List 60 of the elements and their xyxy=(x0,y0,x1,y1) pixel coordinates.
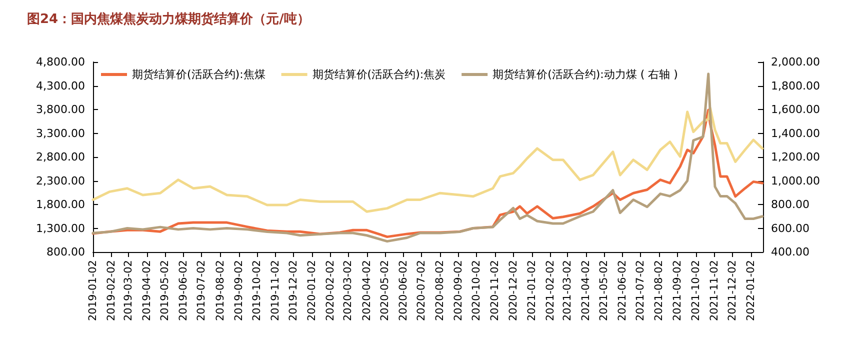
y-tick-label: 1,800.00 xyxy=(36,198,85,211)
x-tick-label: 2019-11-02 xyxy=(270,260,282,322)
y2-tick-label: 1,200.00 xyxy=(771,150,820,164)
legend-label: 期货结算价(活跃合约):焦煤 xyxy=(132,68,266,81)
x-tick-label: 2020-10-02 xyxy=(470,260,483,322)
chart-title: 图24：国内焦煤焦炭动力煤期货结算价（元/吨） xyxy=(27,11,310,27)
x-tick-label: 2020-11-02 xyxy=(489,260,502,322)
x-tick-label: 2019-12-02 xyxy=(288,260,300,322)
x-tick-label: 2019-07-02 xyxy=(196,260,208,322)
y2-tick-label: 1,800.00 xyxy=(771,79,820,92)
y2-tick-label: 1,400.00 xyxy=(771,126,820,140)
y-tick-label: 3,800.00 xyxy=(36,103,85,116)
x-tick-label: 2021-11-02 xyxy=(708,260,720,322)
x-tick-label: 2019-01-02 xyxy=(87,260,99,322)
x-tick-label: 2019-06-02 xyxy=(178,260,190,322)
x-tick-label: 2019-09-02 xyxy=(232,260,245,322)
x-tick-label: 2021-04-02 xyxy=(580,260,592,322)
x-tick-label: 2022-01-02 xyxy=(744,260,757,322)
x-tick-label: 2021-08-02 xyxy=(653,260,666,322)
x-tick-label: 2020-12-02 xyxy=(507,260,520,322)
x-tick-label: 2021-01-02 xyxy=(526,260,538,322)
y2-tick-label: 1,000.00 xyxy=(771,174,820,188)
x-tick-label: 2020-03-02 xyxy=(342,260,354,322)
y-tick-label: 3,300.00 xyxy=(36,126,85,140)
x-tick-label: 2021-03-02 xyxy=(561,260,574,322)
x-tick-label: 2019-04-02 xyxy=(141,260,154,322)
x-tick-label: 2019-02-02 xyxy=(106,260,118,322)
x-tick-label: 2020-02-02 xyxy=(324,260,337,322)
y2-tick-label: 800.00 xyxy=(771,198,810,211)
x-tick-label: 2021-10-02 xyxy=(690,260,702,322)
x-tick-label: 2020-06-02 xyxy=(397,260,410,322)
x-tick-label: 2021-07-02 xyxy=(634,260,647,322)
legend-label: 期货结算价(活跃合约):动力煤 ( 右轴 ) xyxy=(492,68,678,81)
y2-tick-label: 2,000.00 xyxy=(771,56,820,68)
legend-label: 期货结算价(活跃合约):焦炭 xyxy=(312,68,446,81)
x-tick-label: 2019-03-02 xyxy=(122,260,134,322)
x-tick-label: 2020-07-02 xyxy=(415,260,428,322)
x-tick-label: 2019-05-02 xyxy=(159,260,172,322)
x-tick-label: 2019-10-02 xyxy=(250,260,263,322)
x-tick-label: 2021-02-02 xyxy=(544,260,556,322)
x-tick-label: 2020-04-02 xyxy=(360,260,373,322)
x-tick-label: 2020-09-02 xyxy=(452,260,465,322)
x-tick-label: 2020-08-02 xyxy=(434,260,446,322)
y-tick-label: 4,800.00 xyxy=(36,56,85,68)
y-tick-label: 800.00 xyxy=(46,246,85,258)
y-tick-label: 4,300.00 xyxy=(36,79,85,92)
y-tick-label: 2,300.00 xyxy=(36,174,85,188)
x-tick-label: 2021-09-02 xyxy=(672,260,684,322)
x-tick-label: 2021-05-02 xyxy=(598,260,610,322)
y2-tick-label: 400.00 xyxy=(771,246,810,258)
y2-tick-label: 600.00 xyxy=(771,222,810,235)
line-series xyxy=(92,106,764,213)
x-tick-label: 2020-01-02 xyxy=(306,260,318,322)
x-tick-label: 2021-12-02 xyxy=(726,260,738,322)
y2-tick-label: 1,600.00 xyxy=(771,103,820,116)
x-tick-label: 2020-05-02 xyxy=(378,260,391,322)
x-tick-label: 2019-08-02 xyxy=(214,260,226,322)
y-tick-label: 2,800.00 xyxy=(36,150,85,164)
x-tick-label: 2021-06-02 xyxy=(616,260,629,322)
y-tick-label: 1,300.00 xyxy=(36,222,85,235)
